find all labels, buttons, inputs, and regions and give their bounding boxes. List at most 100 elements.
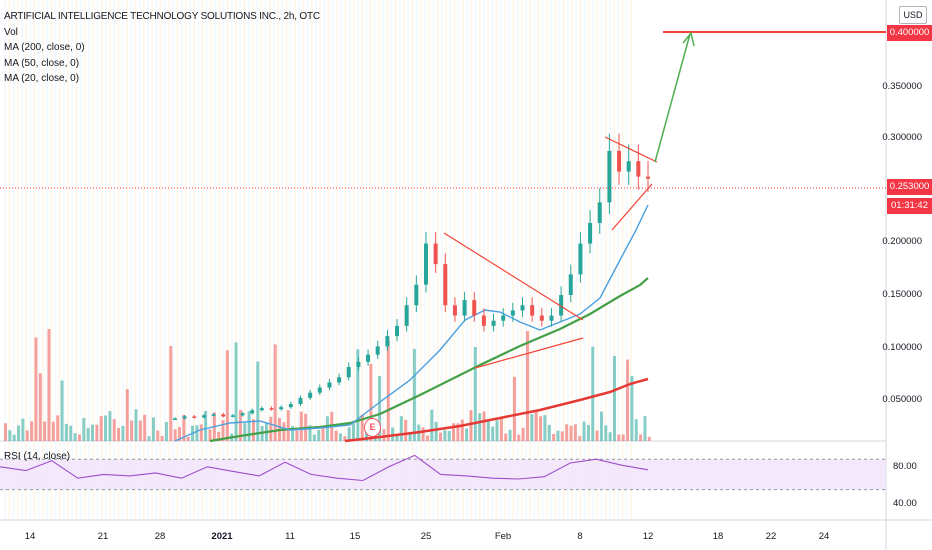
- session-band: [608, 0, 611, 520]
- candle-body: [510, 310, 515, 316]
- candle-body: [259, 408, 264, 411]
- volume-bar: [86, 427, 90, 441]
- volume-bar: [395, 433, 399, 441]
- volume-bar: [552, 434, 556, 441]
- volume-bars: [4, 329, 651, 441]
- countdown-badge: 01:31:42: [887, 198, 932, 214]
- volume-bar: [117, 427, 121, 441]
- candle-body: [192, 416, 197, 418]
- volume-bar: [347, 427, 351, 441]
- volume-bar: [138, 420, 142, 441]
- session-band: [529, 0, 532, 520]
- session-band: [130, 0, 133, 520]
- candle-body: [288, 404, 293, 408]
- session-band: [604, 0, 607, 520]
- pennant-lower: [611, 183, 653, 231]
- earnings-marker[interactable]: E: [364, 418, 381, 437]
- session-band: [197, 0, 200, 520]
- volume-bar: [499, 417, 503, 441]
- currency-button[interactable]: USD: [899, 6, 927, 24]
- volume-bar: [547, 424, 551, 441]
- volume-bar: [382, 429, 386, 441]
- volume-bar: [4, 423, 7, 441]
- target-price-badge: 0.400000: [887, 25, 932, 41]
- session-band: [428, 0, 431, 520]
- volume-bar: [47, 329, 51, 441]
- session-band: [142, 0, 145, 520]
- volume-bar: [543, 415, 547, 441]
- rsi-legend[interactable]: RSI (14, close): [4, 451, 71, 462]
- volume-bar: [43, 421, 47, 441]
- rsi-tick: 40.00: [893, 498, 917, 509]
- volume-bar: [160, 435, 164, 441]
- session-band: [524, 0, 527, 520]
- candle-body: [443, 264, 448, 306]
- session-band: [41, 0, 44, 520]
- legend-ma50[interactable]: MA (50, close, 0): [4, 57, 80, 69]
- volume-bar: [539, 416, 543, 441]
- volume-bar: [217, 431, 221, 441]
- volume-bar: [225, 350, 229, 441]
- volume-bar: [299, 411, 303, 441]
- session-band: [172, 0, 175, 520]
- volume-bar: [486, 419, 490, 441]
- price-tick: 0.300000: [882, 132, 922, 143]
- volume-bar: [360, 414, 364, 441]
- time-tick: 15: [349, 531, 361, 542]
- volume-bar: [282, 422, 286, 441]
- volume-bar: [34, 337, 38, 441]
- session-band: [571, 0, 574, 520]
- volume-bar: [613, 356, 616, 441]
- session-band: [113, 0, 116, 520]
- volume-bar: [164, 421, 168, 441]
- legend-ma200[interactable]: MA (200, close, 0): [4, 42, 85, 53]
- volume-bar: [186, 436, 190, 441]
- candle-body: [173, 418, 177, 420]
- time-tick: 2021: [211, 531, 233, 542]
- symbol-title[interactable]: ARTIFICIAL INTELLIGENCE TECHNOLOGY SOLUT…: [4, 11, 320, 22]
- volume-bar: [456, 423, 460, 441]
- session-band: [457, 0, 460, 520]
- volume-bar: [617, 434, 621, 441]
- volume-bar: [169, 346, 173, 441]
- volume-bar: [308, 425, 312, 441]
- time-tick: 12: [642, 531, 654, 542]
- volume-bar: [56, 415, 60, 441]
- session-band: [277, 0, 280, 520]
- time-tick: 18: [712, 531, 724, 542]
- session-band: [159, 0, 162, 520]
- session-band: [356, 0, 359, 520]
- candle-body: [395, 325, 400, 337]
- session-band: [96, 0, 99, 520]
- volume-bar: [365, 431, 369, 441]
- session-band: [432, 0, 435, 520]
- volume-bar: [478, 413, 482, 441]
- session-band: [306, 0, 309, 520]
- volume-bar: [421, 427, 425, 441]
- volume-bar: [8, 430, 12, 441]
- session-band: [466, 0, 469, 520]
- session-band: [79, 0, 82, 520]
- session-band: [281, 0, 284, 520]
- session-band: [314, 0, 317, 520]
- candle-body: [211, 414, 216, 416]
- session-band: [83, 0, 86, 520]
- price-tick: 0.050000: [882, 394, 922, 405]
- price-tick: 0.200000: [882, 236, 922, 247]
- legend-vol[interactable]: Vol: [4, 26, 18, 38]
- volume-bar: [156, 430, 160, 441]
- volume-bar: [526, 331, 529, 441]
- session-band: [411, 0, 414, 520]
- volume-bar: [182, 414, 186, 441]
- volume-bar: [291, 426, 295, 441]
- session-band: [264, 0, 267, 520]
- volume-bar: [495, 420, 499, 441]
- volume-bar: [60, 380, 64, 441]
- legend-ma20[interactable]: MA (20, close, 0): [4, 73, 80, 84]
- volume-bar: [317, 429, 321, 441]
- session-band: [600, 0, 603, 520]
- volume-bar: [12, 434, 16, 441]
- candle-body: [588, 222, 593, 244]
- session-band: [533, 0, 536, 520]
